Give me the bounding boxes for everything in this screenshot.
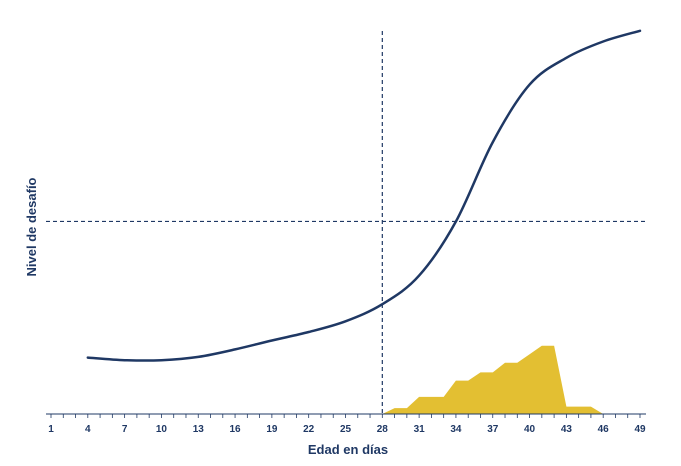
x-tick-label: 37 bbox=[487, 424, 499, 435]
y-axis-title: Nivel de desafío bbox=[24, 177, 39, 276]
area-series bbox=[382, 345, 604, 414]
x-tick-label: 49 bbox=[634, 424, 646, 435]
x-ticks: 1 4 7 10 13 16 19 22 25 28 31 34 37 40 43 46 49 bbox=[48, 414, 646, 435]
x-tick-label: 43 bbox=[561, 424, 573, 435]
x-tick-label: 46 bbox=[598, 424, 610, 435]
x-tick-label: 28 bbox=[377, 424, 389, 435]
x-tick-label: 25 bbox=[340, 424, 352, 435]
x-tick-label: 31 bbox=[414, 424, 426, 435]
x-tick-label: 40 bbox=[524, 424, 536, 435]
x-tick-label: 4 bbox=[85, 424, 91, 435]
x-tick-label: 10 bbox=[156, 424, 168, 435]
x-tick-label: 22 bbox=[303, 424, 315, 435]
x-tick-label: 16 bbox=[230, 424, 242, 435]
x-tick-label: 13 bbox=[193, 424, 205, 435]
plot-area bbox=[46, 29, 646, 415]
x-tick-label: 7 bbox=[122, 424, 128, 435]
challenge-curve bbox=[86, 29, 642, 362]
x-tick-label: 19 bbox=[266, 424, 278, 435]
x-axis-title: Edad en días bbox=[308, 442, 388, 457]
x-tick-label: 34 bbox=[450, 424, 462, 435]
x-tick-label: 1 bbox=[48, 424, 54, 435]
